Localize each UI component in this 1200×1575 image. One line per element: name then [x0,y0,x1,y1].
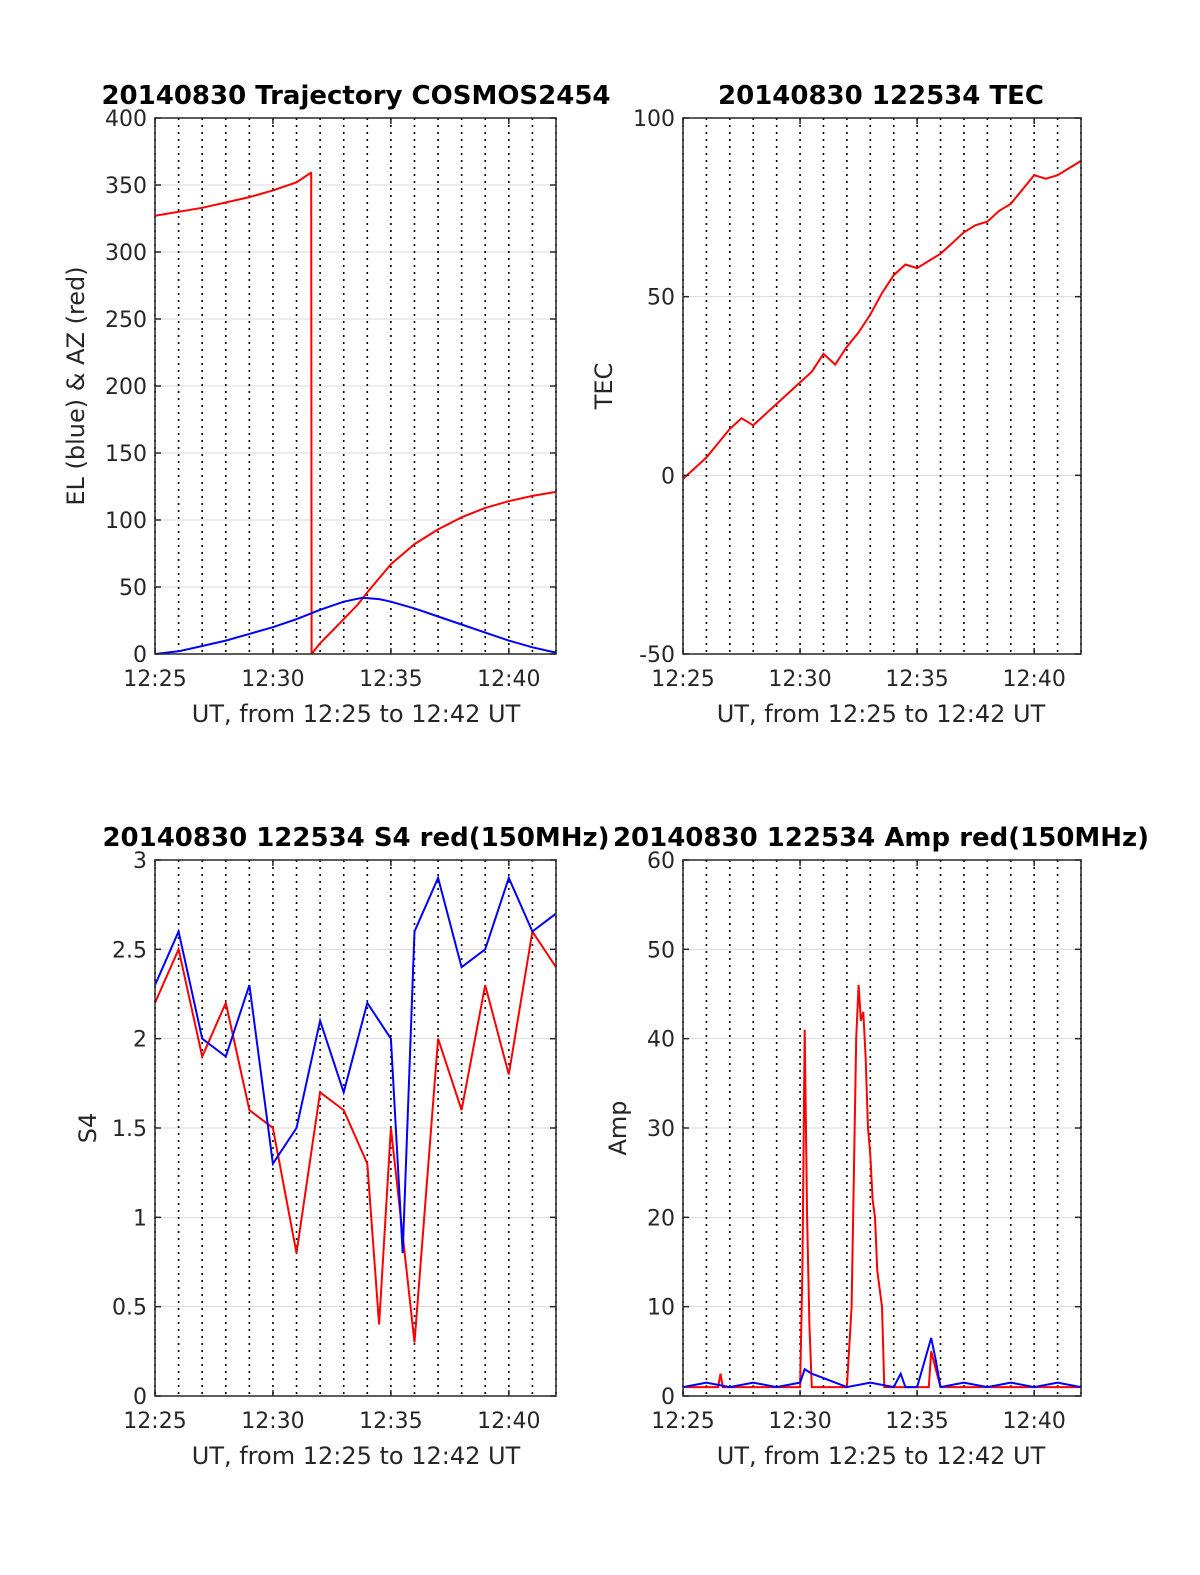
y-axis-label: S4 [74,1113,102,1144]
amp-chart: 20140830 122534 Amp red(150MHz) UT, from… [604,823,1149,1470]
y-tick-label: 0 [661,1385,675,1410]
y-tick-label: 30 [647,1117,675,1142]
y-tick-label: 10 [647,1296,675,1321]
y-tick-label: 350 [105,174,147,199]
y-tick-label: 250 [105,308,147,333]
trajectory-chart: 20140830 Trajectory COSMOS2454 UT, from … [62,81,611,728]
x-tick-label: 12:35 [359,667,422,692]
y-tick-label: 200 [105,375,147,400]
y-tick-label: 100 [633,107,675,132]
y-tick-label: 40 [647,1028,675,1053]
chart-title: 20140830 Trajectory COSMOS2454 [101,81,610,111]
series-line-blue [155,874,556,1254]
y-tick-label: 0.5 [112,1296,147,1321]
x-axis-label: UT, from 12:25 to 12:42 UT [192,1442,521,1470]
y-tick-label: 2 [133,1028,147,1053]
chart-title: 20140830 122534 S4 red(150MHz) [102,823,609,853]
x-tick-label: 12:35 [885,667,948,692]
series-line-red [683,160,1081,480]
y-tick-label: -50 [639,643,675,668]
series-line-blue [155,596,556,654]
x-tick-label: 12:25 [123,667,186,692]
x-tick-label: 12:40 [477,1409,540,1434]
x-axis-label: UT, from 12:25 to 12:42 UT [717,700,1046,728]
x-axis-label: UT, from 12:25 to 12:42 UT [192,700,521,728]
s4-chart: 20140830 122534 S4 red(150MHz) UT, from … [74,823,610,1470]
x-tick-label: 12:30 [241,667,304,692]
y-axis-label: Amp [604,1100,632,1155]
y-tick-label: 3 [133,849,147,874]
y-tick-label: 400 [105,107,147,132]
y-tick-label: 50 [647,938,675,963]
x-tick-label: 12:40 [1002,667,1065,692]
y-tick-label: 100 [105,509,147,534]
y-tick-label: 0 [133,643,147,668]
tec-chart: 20140830 122534 TEC UT, from 12:25 to 12… [590,81,1082,728]
x-tick-label: 12:35 [885,1409,948,1434]
x-tick-label: 12:30 [241,1409,304,1434]
x-axis-label: UT, from 12:25 to 12:42 UT [717,1442,1046,1470]
series-line-red [155,171,556,654]
y-tick-label: 50 [647,286,675,311]
x-tick-label: 12:30 [768,1409,831,1434]
x-tick-label: 12:35 [359,1409,422,1434]
chart-title: 20140830 122534 Amp red(150MHz) [613,823,1149,853]
y-tick-label: 1.5 [112,1117,147,1142]
y-axis-label: TEC [590,363,618,411]
y-tick-label: 50 [119,576,147,601]
series-line-blue [683,1337,1081,1389]
y-axis-label: EL (blue) & AZ (red) [62,266,90,505]
x-tick-label: 12:25 [651,1409,714,1434]
series-line-red [683,985,1081,1389]
y-tick-label: 300 [105,241,147,266]
y-tick-label: 1 [133,1206,147,1231]
y-tick-label: 2.5 [112,938,147,963]
plot-frame [682,117,1082,655]
series-line-red [155,928,556,1343]
x-tick-label: 12:40 [477,667,540,692]
x-tick-label: 12:30 [768,667,831,692]
y-tick-label: 0 [661,464,675,489]
x-tick-label: 12:25 [123,1409,186,1434]
y-tick-label: 0 [133,1385,147,1410]
x-tick-label: 12:25 [651,667,714,692]
y-tick-label: 20 [647,1206,675,1231]
y-tick-label: 60 [647,849,675,874]
chart-title: 20140830 122534 TEC [718,81,1044,111]
x-tick-label: 12:40 [1002,1409,1065,1434]
y-tick-label: 150 [105,442,147,467]
